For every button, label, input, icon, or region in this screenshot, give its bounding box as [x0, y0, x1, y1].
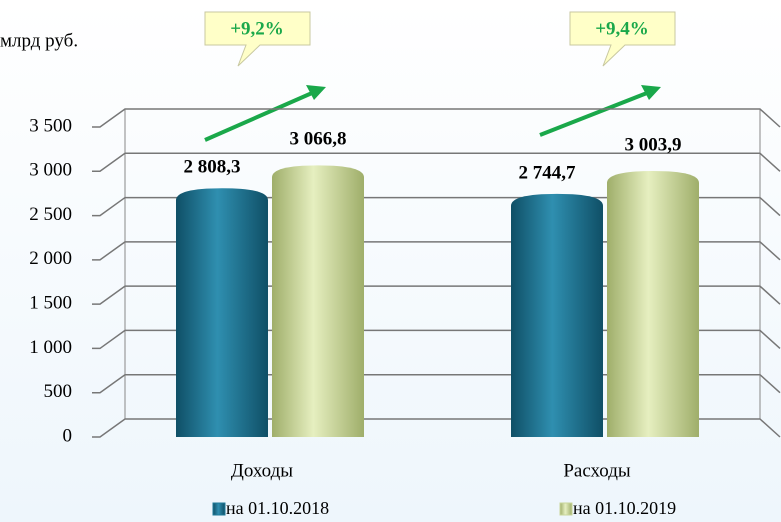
- legend-swatch: [559, 502, 573, 516]
- legend-label: на 01.10.2019: [573, 498, 676, 518]
- y-tick-label: 2 500: [29, 204, 72, 225]
- x-tick-label: Расходы: [563, 460, 631, 481]
- bar: [176, 188, 268, 437]
- bar: [272, 165, 364, 437]
- y-tick-label: 3 500: [29, 115, 72, 136]
- grid-line: [92, 108, 781, 128]
- grid-line: [92, 241, 781, 261]
- value-label: 2 808,3: [184, 157, 241, 178]
- grid-line: [92, 196, 781, 217]
- value-label: 3 003,9: [625, 134, 682, 155]
- callout: [204, 11, 311, 67]
- y-tick-label: 500: [44, 381, 73, 402]
- grid-line: [92, 329, 781, 350]
- bar: [607, 170, 699, 437]
- y-tick-label: 3 000: [29, 160, 72, 181]
- grid-line: [92, 418, 781, 438]
- bar: [511, 193, 603, 437]
- value-label: 3 066,8: [290, 129, 347, 150]
- annotation: +9,2%: [230, 18, 284, 39]
- y-tick-label: 1 000: [29, 337, 72, 358]
- legend-swatch: [212, 502, 226, 516]
- unit-label: млрд руб.: [0, 30, 78, 51]
- grid-line: [92, 285, 781, 305]
- y-tick-label: 0: [63, 425, 73, 446]
- annotation: +9,4%: [595, 18, 649, 39]
- grid-line: [92, 373, 781, 394]
- legend-label: на 01.10.2018: [226, 498, 329, 518]
- arrow: [204, 85, 661, 142]
- grid-line: [92, 152, 781, 173]
- y-tick-label: 2 000: [29, 248, 72, 269]
- y-tick-label: 1 500: [29, 293, 72, 314]
- callout: [569, 11, 676, 67]
- value-label: 2 744,7: [519, 162, 577, 183]
- x-tick-label: Доходы: [231, 460, 293, 481]
